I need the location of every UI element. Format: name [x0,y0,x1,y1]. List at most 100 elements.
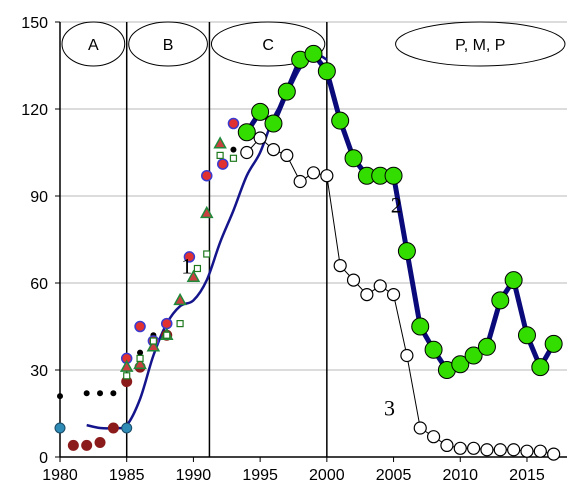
triangle-point-1 [133,356,147,369]
series-3-point-21 [520,444,534,458]
teal-point-1 [121,422,133,434]
y-tick-label-3: 90 [30,189,48,206]
y-tick-label-2: 60 [30,276,48,293]
y-tick-labels: 0 30 60 90 120 150 [21,15,60,467]
series-2-point-3 [277,82,296,101]
ringed-point-7 [227,117,240,130]
series-3-point-19 [493,443,507,457]
black-dot-2 [97,390,104,397]
square-point-0 [123,372,131,380]
square-point-6 [203,250,211,258]
series-3-point-22 [533,444,547,458]
series-2-point-11 [384,166,403,185]
series-2-point-8 [344,149,363,168]
ringed-point-4 [183,251,196,263]
annotation-1: 2 [391,193,402,218]
series-3-point-3 [280,148,294,162]
triangle-point-6 [199,205,214,219]
series-2-point-16 [451,355,470,374]
series-2-point-21 [517,326,536,345]
series-2-point-0 [237,123,256,142]
square-point-5 [193,264,202,273]
series-3-point-18 [480,443,494,457]
black-dot-1 [83,390,90,397]
series-2-point-23 [544,334,563,353]
series-2-point-17 [464,346,483,365]
series-2-point-6 [317,62,336,81]
series-3-point-7 [333,259,347,273]
curve-annotations: 1 2 3 [181,193,401,421]
black-dot-3 [110,390,117,397]
annotation-2: 3 [384,396,395,421]
x-tick-label-0: 1980 [42,467,78,484]
series-3-point-11 [386,288,401,302]
ringed-point-1 [134,320,146,333]
series-3-point-23 [547,447,561,461]
series-2-point-2 [264,114,283,133]
teal-point-0 [54,422,66,434]
maroon-point-1 [81,439,93,451]
maroon-point-0 [67,439,79,451]
series-3-point-5 [306,166,321,180]
series-3-point-6 [320,169,334,183]
phase-ellipse-0 [61,21,126,67]
series-3-point-17 [467,441,481,455]
black-dot-4 [137,349,144,356]
black-dot-0 [57,393,63,400]
series-3-point-20 [507,443,521,457]
ringed-point-3 [160,317,173,330]
black-dot-8 [230,146,237,153]
square-point-2 [149,337,157,345]
series-1-trend-line [86,52,328,430]
phase-label-0: A [88,37,99,54]
series-3-point-15 [440,438,454,452]
series-3-point-2 [266,143,281,157]
phase-divider-lines [125,22,328,457]
x-tick-label-1: 1985 [109,467,145,484]
series-2-point-12 [397,242,416,261]
triangle-point-7 [213,136,227,149]
ringed-point-6 [217,158,229,170]
series-2-point-7 [331,111,350,130]
maroon-point-3 [107,422,119,434]
square-point-3 [163,331,171,339]
series-2-point-22 [531,358,550,377]
series-3-point-9 [360,288,374,302]
series-2-point-18 [477,337,496,356]
axes [59,22,567,458]
series-3-point-1 [253,131,267,145]
y-tick-label-0: 0 [39,450,48,467]
x-tick-label-6: 2010 [442,467,478,484]
triangle-point-5 [186,269,201,282]
square-point-7 [216,151,224,159]
triangle-point-4 [173,292,187,306]
series-3-point-14 [426,430,441,444]
square-point-8 [229,154,238,162]
series-2-point-19 [491,291,510,310]
y-tick-label-5: 150 [21,15,48,32]
x-tick-label-7: 2015 [509,467,545,484]
phase-label-3: P, M, P [455,37,505,54]
series-2-point-14 [424,340,443,359]
square-point-4 [176,320,184,328]
series-3-point-10 [373,279,387,293]
x-tick-label-3: 1995 [242,467,278,484]
phase-label-2: C [262,37,274,54]
series-3-point-13 [413,421,427,435]
series-2-point-13 [411,317,430,336]
phase-ellipse-3 [395,21,566,67]
series-2-point-20 [504,271,523,290]
phase-ellipse-1 [128,21,208,67]
x-tick-label-4: 2000 [309,467,345,484]
y-tick-label-1: 30 [30,363,48,380]
series-3-point-8 [346,273,361,287]
x-tick-labels: 1980 1985 1990 1995 2000 2005 2010 2015 [42,457,545,484]
annotation-0: 1 [181,254,192,279]
series-3-point-4 [293,174,307,189]
x-tick-label-5: 2005 [376,467,412,484]
square-point-1 [136,354,144,362]
series-3-point-16 [453,441,467,455]
series-3-point-0 [240,145,254,160]
triangle-point-2 [146,339,161,352]
